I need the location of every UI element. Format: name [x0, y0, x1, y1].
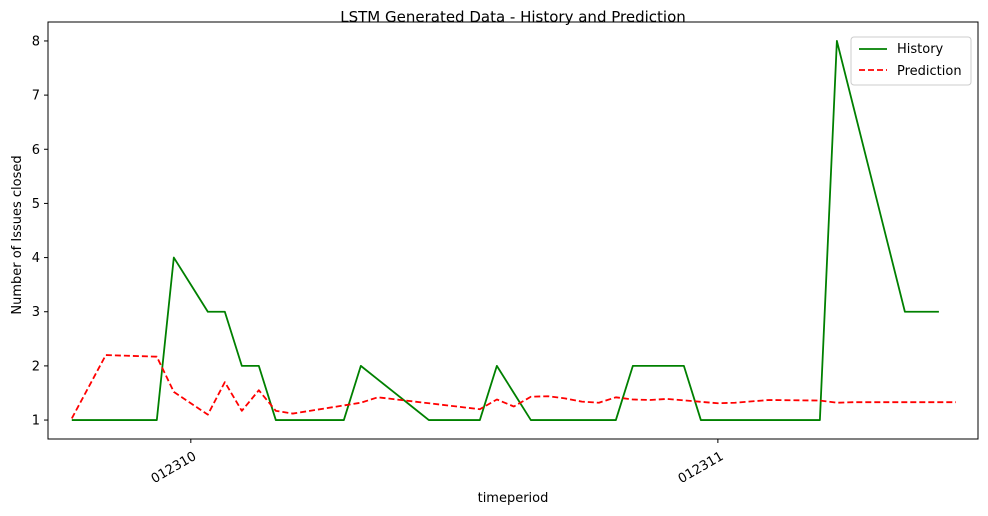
- y-tick-label: 3: [32, 305, 40, 320]
- chart-title: LSTM Generated Data - History and Predic…: [340, 8, 686, 26]
- legend: History Prediction: [850, 36, 972, 86]
- legend-label-prediction: Prediction: [897, 64, 962, 79]
- y-tick-label: 7: [32, 89, 40, 104]
- x-axis: 012310 012311: [149, 439, 726, 487]
- y-tick-label: 2: [32, 359, 40, 374]
- series-line-prediction: [71, 354, 956, 419]
- plot-frame: [47, 21, 979, 440]
- series-line-history: [71, 40, 939, 421]
- y-tick-label: 5: [32, 197, 40, 212]
- x-axis-label: timeperiod: [478, 491, 549, 506]
- y-axis-label: Number of Issues closed: [10, 155, 25, 314]
- series-layer: [71, 40, 956, 421]
- plot-area: [47, 21, 979, 440]
- y-axis: 1 2 3 4 5 6 7 8: [32, 34, 48, 429]
- y-tick-label: 4: [32, 251, 40, 266]
- y-tick-label: 8: [32, 34, 40, 49]
- legend-label-history: History: [897, 42, 944, 57]
- y-tick-label: 6: [32, 143, 40, 158]
- x-tick-label: 012310: [149, 449, 199, 487]
- y-tick-label: 1: [32, 414, 40, 429]
- x-tick-label: 012311: [676, 449, 726, 487]
